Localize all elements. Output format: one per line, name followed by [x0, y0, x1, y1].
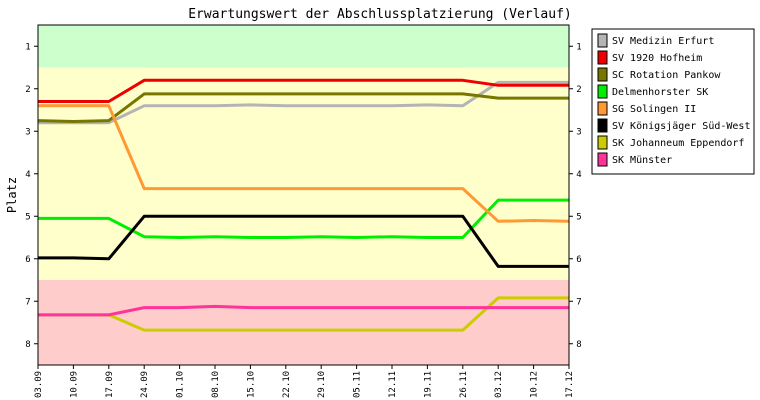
y-tick-label-right: 4 [576, 170, 581, 180]
legend-swatch [597, 135, 608, 150]
x-tick-label: 29.10 [317, 371, 327, 398]
x-tick-label: 01.10 [176, 371, 186, 398]
y-tick-label-left: 1 [25, 42, 30, 52]
legend-label: SV 1920 Hofheim [612, 53, 702, 64]
series-line-7 [38, 304, 569, 317]
x-tick-label: 08.10 [211, 371, 221, 398]
y-tick-label-left: 8 [25, 340, 30, 350]
y-tick-label-left: 6 [25, 255, 30, 265]
x-tick-label: 19.11 [423, 371, 433, 398]
legend-swatch [597, 67, 608, 82]
x-tick-label: 10.09 [69, 371, 79, 398]
series-line-0 [38, 80, 569, 125]
series-line-6 [38, 296, 569, 332]
y-tick-label-right: 5 [576, 212, 581, 222]
legend: SV Medizin Erfurt SV 1920 Hofheim SC Rotat… [591, 28, 755, 175]
legend-swatch [597, 33, 608, 48]
x-tick-label: 22.10 [282, 371, 292, 398]
x-tick-label: 26.11 [459, 371, 469, 398]
x-tick-label: 17.12 [565, 371, 575, 398]
y-tick-label-left: 7 [25, 297, 30, 307]
legend-label: Delmenhorster SK [612, 87, 708, 98]
legend-label: SV Medizin Erfurt [612, 36, 714, 47]
legend-label: SK Johanneum Eppendorf [612, 138, 744, 149]
x-tick-label: 17.09 [105, 371, 115, 398]
band-1 [38, 67, 569, 280]
axes: 1 1 2 2 3 3 4 4 5 5 6 6 7 7 8 8 03.09 10.09 17.09 24.09 01.1… [25, 42, 581, 398]
y-tick-label-right: 3 [576, 127, 581, 137]
y-tick-label-left: 5 [25, 212, 30, 222]
plot-frame [37, 24, 570, 366]
legend-box [591, 28, 755, 175]
y-tick-label-right: 6 [576, 255, 581, 265]
series-lines [37, 78, 570, 332]
series-line-3 [38, 198, 569, 239]
legend-swatch [597, 152, 608, 167]
x-tick-label: 03.09 [34, 371, 44, 398]
legend-swatch [597, 50, 608, 65]
legend-label: SV Königsjäger Süd-West [612, 121, 750, 132]
series-line-5 [38, 214, 569, 268]
legend-label: SG Solingen II [612, 104, 696, 115]
band-0 [38, 25, 569, 68]
legend-swatch [597, 118, 608, 133]
legend-swatch [597, 101, 608, 116]
x-tick-label: 05.11 [353, 371, 363, 398]
series-line-4 [38, 104, 570, 223]
x-tick-label: 10.12 [530, 371, 540, 398]
y-axis-label: Platz [5, 177, 19, 213]
x-tick-label: 15.10 [246, 371, 256, 398]
series-line-2 [37, 92, 569, 123]
legend-label: SK Münster [612, 155, 672, 166]
y-tick-label-left: 2 [25, 85, 30, 95]
x-tick-label: 24.09 [140, 371, 150, 398]
y-tick-label-left: 3 [25, 127, 30, 137]
y-tick-label-right: 7 [576, 297, 581, 307]
series-line-1 [38, 78, 569, 103]
legend-label: SC Rotation Pankow [612, 70, 721, 81]
chart-title: Erwartungswert der Abschlussplatzierung … [188, 7, 572, 22]
y-tick-label-right: 2 [576, 85, 581, 95]
y-tick-label-right: 8 [576, 340, 581, 350]
y-tick-label-left: 4 [25, 170, 30, 180]
legend-swatch [597, 84, 608, 99]
x-tick-label: 03.12 [494, 371, 504, 398]
x-tick-label: 12.11 [388, 371, 398, 398]
band-2 [38, 280, 569, 365]
y-tick-label-right: 1 [576, 42, 581, 52]
background-bands [38, 25, 569, 365]
